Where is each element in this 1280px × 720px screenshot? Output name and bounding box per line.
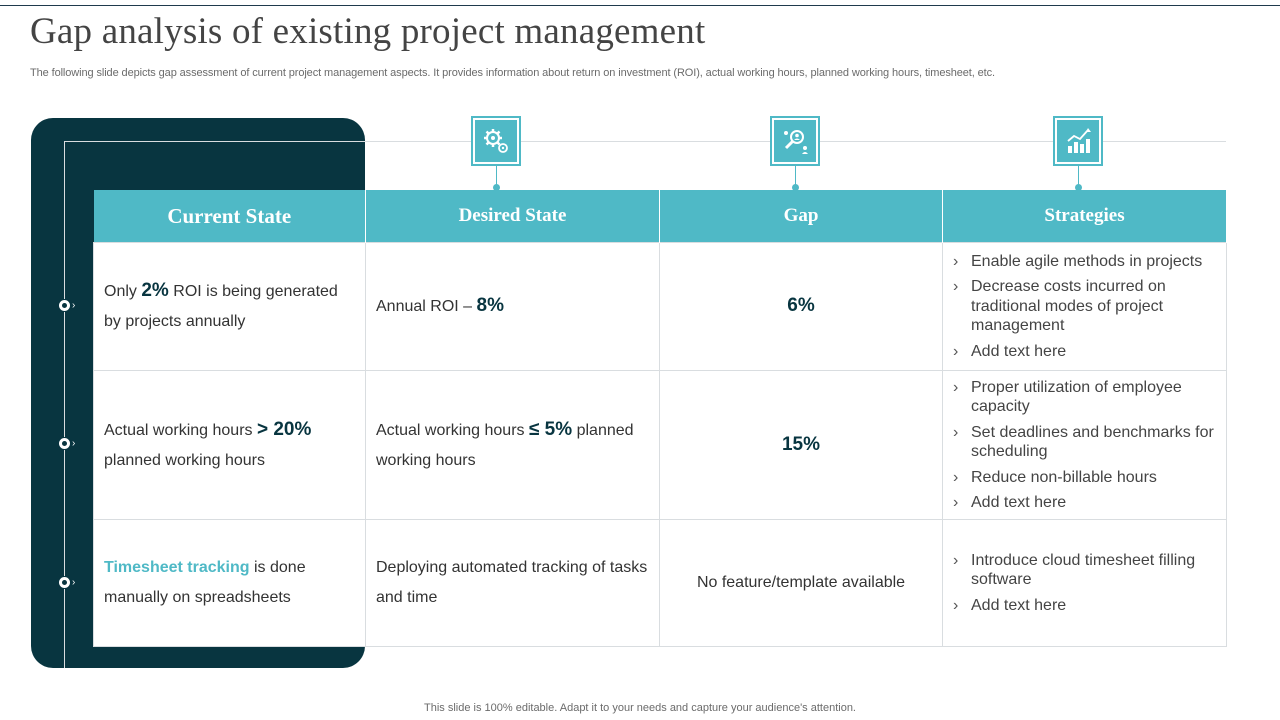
strategies-cell: Enable agile methods in projects Decreas… bbox=[942, 242, 1227, 371]
icon-stem bbox=[1078, 166, 1079, 186]
footer-note: This slide is 100% editable. Adapt it to… bbox=[424, 702, 856, 714]
icon-stem-dot bbox=[493, 184, 500, 191]
page-title: Gap analysis of existing project managem… bbox=[30, 11, 706, 52]
list-item: Proper utilization of employee capacity bbox=[953, 378, 1216, 417]
gap-analysis-table: Current State Desired State Gap Strategi… bbox=[93, 190, 1227, 647]
list-item: Introduce cloud timesheet filling softwa… bbox=[953, 551, 1216, 590]
current-state-cell: Timesheet tracking is done manually on s… bbox=[93, 519, 366, 647]
search-people-icon bbox=[770, 116, 820, 166]
timeline-line bbox=[64, 141, 65, 668]
strategies-cell: Proper utilization of employee capacity … bbox=[942, 370, 1227, 520]
icon-stem-dot bbox=[792, 184, 799, 191]
gap-cell: No feature/template available bbox=[659, 519, 943, 647]
header-connector-line bbox=[64, 141, 1226, 142]
timeline-node-1 bbox=[58, 299, 71, 312]
table-row: Timesheet tracking is done manually on s… bbox=[93, 519, 1227, 647]
icon-stem bbox=[496, 166, 497, 186]
table-row: Only 2% ROI is being generated by projec… bbox=[93, 242, 1227, 371]
column-header-current: Current State bbox=[93, 190, 366, 243]
list-item: Add text here bbox=[953, 493, 1216, 513]
table-row: Actual working hours > 20% planned worki… bbox=[93, 370, 1227, 520]
column-header-desired: Desired State bbox=[365, 190, 660, 243]
chevron-right-icon: › bbox=[72, 577, 76, 588]
desired-state-cell: Actual working hours ≤ 5% planned workin… bbox=[365, 370, 660, 520]
gear-icon bbox=[471, 116, 521, 166]
gap-cell: 6% bbox=[659, 242, 943, 371]
table-header-row: Current State Desired State Gap Strategi… bbox=[93, 190, 1227, 243]
list-item: Set deadlines and benchmarks for schedul… bbox=[953, 423, 1216, 462]
icon-stem bbox=[795, 166, 796, 186]
desired-state-cell: Annual ROI – 8% bbox=[365, 242, 660, 371]
icon-stem-dot bbox=[1075, 184, 1082, 191]
timeline-node-2 bbox=[58, 437, 71, 450]
timeline-node-3 bbox=[58, 576, 71, 589]
list-item: Reduce non-billable hours bbox=[953, 468, 1216, 488]
list-item: Add text here bbox=[953, 596, 1216, 616]
chart-growth-icon bbox=[1053, 116, 1103, 166]
column-header-strategies: Strategies bbox=[942, 190, 1227, 243]
list-item: Add text here bbox=[953, 342, 1216, 362]
chevron-right-icon: › bbox=[72, 300, 76, 311]
list-item: Decrease costs incurred on traditional m… bbox=[953, 277, 1216, 336]
strategies-cell: Introduce cloud timesheet filling softwa… bbox=[942, 519, 1227, 647]
current-state-cell: Actual working hours > 20% planned worki… bbox=[93, 370, 366, 520]
gap-cell: 15% bbox=[659, 370, 943, 520]
current-state-cell: Only 2% ROI is being generated by projec… bbox=[93, 242, 366, 371]
list-item: Enable agile methods in projects bbox=[953, 252, 1216, 272]
top-rule bbox=[0, 5, 1280, 6]
column-header-gap: Gap bbox=[659, 190, 943, 243]
chevron-right-icon: › bbox=[72, 438, 76, 449]
desired-state-cell: Deploying automated tracking of tasks an… bbox=[365, 519, 660, 647]
page-subtitle: The following slide depicts gap assessme… bbox=[30, 67, 995, 79]
